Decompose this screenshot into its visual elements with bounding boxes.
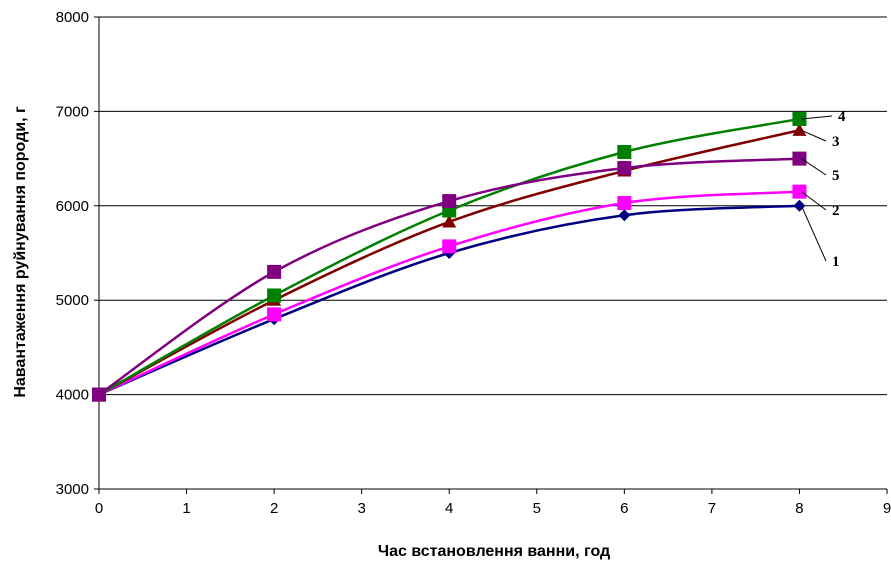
y-tick-label: 3000 — [56, 481, 89, 498]
series-label-4: 4 — [838, 109, 846, 125]
series-markers — [92, 111, 807, 402]
y-tick-label: 4000 — [56, 387, 89, 404]
marker-series-5-point-3 — [617, 161, 632, 176]
marker-series-2-point-1 — [267, 307, 282, 322]
series-label-2: 2 — [832, 203, 840, 219]
x-tick-label: 4 — [445, 500, 453, 517]
x-axis-title: Час встановлення ванни, год — [378, 543, 610, 560]
x-tick-label: 3 — [357, 500, 365, 517]
marker-series-4-point-4 — [792, 111, 807, 126]
tick-labels: 3000 4000 5000 6000 7000 8000 0 1 2 3 4 5 6 7 8 9 — [56, 9, 891, 517]
leader-line-2 — [801, 191, 827, 211]
x-tick-label: 0 — [95, 500, 103, 517]
marker-series-5-point-2 — [442, 194, 457, 209]
marker-series-2-point-4 — [792, 184, 807, 199]
leader-line-4 — [801, 115, 833, 120]
y-tick-label: 6000 — [56, 198, 89, 215]
x-tick-label: 8 — [795, 500, 803, 517]
x-tick-label: 5 — [533, 500, 541, 517]
marker-series-5-point-4 — [792, 151, 807, 166]
marker-series-4-point-1 — [267, 288, 282, 303]
series-line-5 — [98, 157, 800, 396]
marker-series-2-point-2 — [442, 239, 457, 254]
series-label-3: 3 — [832, 134, 840, 150]
x-tick-label: 6 — [620, 500, 628, 517]
axes — [94, 16, 888, 494]
marker-series-1-point-3 — [618, 209, 631, 222]
y-tick-label: 5000 — [56, 292, 89, 309]
marker-series-4-point-3 — [617, 144, 632, 159]
x-tick-label: 7 — [708, 500, 716, 517]
series-label-5: 5 — [832, 168, 840, 184]
leader-line-1 — [800, 205, 827, 262]
y-tick-label: 7000 — [56, 103, 89, 120]
marker-series-5-point-0 — [92, 387, 106, 402]
series-line-3 — [98, 129, 800, 396]
leader-line-5 — [801, 158, 827, 176]
x-tick-label: 1 — [182, 500, 190, 517]
series-end-labels: 1 2 3 4 5 — [800, 109, 846, 270]
marker-series-3-point-4 — [792, 123, 807, 136]
y-axis-title: Навантаження руйнування породи, г — [12, 106, 29, 398]
marker-series-3-point-2 — [442, 214, 457, 228]
marker-series-2-point-3 — [617, 195, 632, 210]
marker-series-5-point-1 — [267, 264, 282, 279]
x-tick-label: 9 — [883, 500, 891, 517]
x-tick-label: 2 — [270, 500, 278, 517]
leader-line-3 — [801, 129, 827, 142]
y-tick-label: 8000 — [56, 9, 89, 26]
series-label-1: 1 — [832, 254, 840, 270]
